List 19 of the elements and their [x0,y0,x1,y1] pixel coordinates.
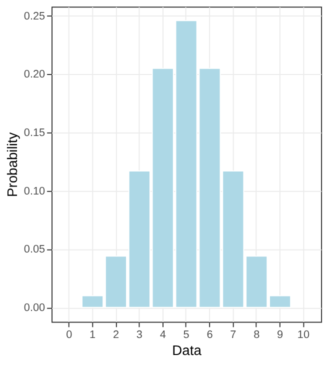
y-tick-label: 0.05 [24,244,46,256]
x-tick-label: 3 [136,329,142,342]
x-tick-label: 1 [90,329,96,342]
y-tick-label: 0.00 [24,302,46,314]
x-tick-label: 0 [66,329,72,342]
x-tick-label: 6 [206,329,213,342]
y-tick-label: 0.25 [24,10,46,22]
y-axis-title: Probability [4,132,20,198]
x-tick-label: 10 [297,329,310,342]
y-tick-label: 0.15 [24,126,46,139]
x-tick-label: 7 [230,329,236,342]
x-tick-label: 5 [183,329,190,342]
y-tick-label: 0.10 [24,185,46,198]
y-tick-label: 0.20 [24,68,46,81]
x-tick-label: 4 [160,329,166,342]
x-tick-label: 8 [254,329,260,342]
x-tick-label: 2 [112,329,120,342]
x-tick-label: 9 [277,329,284,342]
x-axis-title: Data [172,342,202,358]
